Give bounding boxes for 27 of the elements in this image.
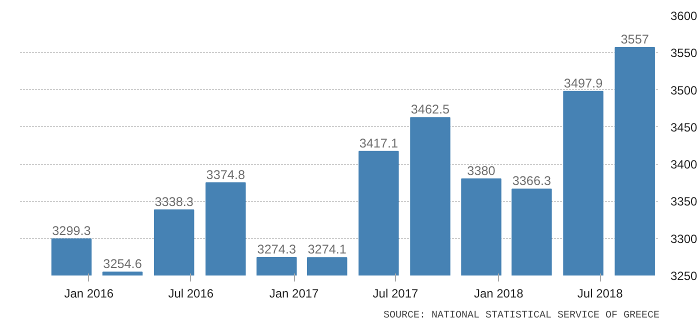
data-label: 3254.6 bbox=[103, 257, 142, 272]
data-label: 3380 bbox=[467, 164, 496, 178]
x-tick-label: Jul 2017 bbox=[372, 286, 419, 300]
x-tick-label: Jan 2018 bbox=[474, 286, 524, 300]
y-tick-label: 3350 bbox=[670, 194, 698, 209]
data-label: 3374.8 bbox=[206, 168, 246, 182]
x-tick-label: Jan 2017 bbox=[269, 286, 320, 300]
y-tick-label: 3550 bbox=[670, 46, 698, 60]
y-tick-label: 3300 bbox=[670, 232, 698, 246]
data-label: 3274.1 bbox=[308, 242, 346, 257]
x-tick-label: Jan 2016 bbox=[64, 286, 114, 300]
data-label: 3366.3 bbox=[512, 174, 552, 188]
y-tick-label: 3600 bbox=[670, 9, 698, 23]
y-tick-label: 3250 bbox=[670, 269, 698, 283]
y-tick-label: 3500 bbox=[670, 83, 698, 98]
x-tick-label: Jul 2016 bbox=[168, 286, 214, 300]
y-tick-label: 3400 bbox=[670, 158, 698, 172]
x-tick-label: Jul 2018 bbox=[577, 286, 624, 300]
data-label: 3462.5 bbox=[410, 102, 450, 117]
data-label: 3274.3 bbox=[257, 242, 296, 256]
data-label: 3417.1 bbox=[359, 136, 398, 150]
data-label: 3497.9 bbox=[564, 76, 603, 90]
source-note: SOURCE: NATIONAL STATISTICAL SERVICE OF GREECE bbox=[383, 310, 660, 322]
data-label: 3557 bbox=[620, 32, 649, 46]
data-label: 3338.3 bbox=[154, 194, 194, 209]
y-tick-label: 3450 bbox=[670, 120, 698, 134]
data-label: 3299.3 bbox=[52, 224, 91, 238]
